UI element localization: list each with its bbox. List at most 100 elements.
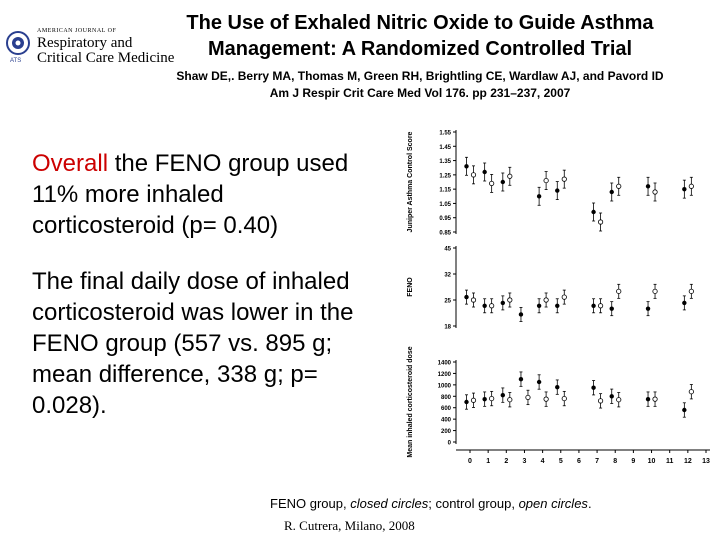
control-point [652,288,658,294]
logo-small-text: AMERICAN JOURNAL OF [37,28,117,34]
y-tick-label: 800 [441,395,452,401]
y-tick-label: 45 [444,247,451,253]
y-tick-label: 1.45 [439,145,451,151]
control-point [616,397,622,403]
y-axis-label: FENO [407,277,414,297]
x-tick-label: 12 [684,458,692,465]
feno-point [500,300,506,306]
control-point [652,396,658,402]
x-tick-label: 8 [613,458,617,465]
feno-point [555,188,560,193]
feno-point [645,184,651,189]
y-tick-label: 600 [441,406,452,412]
y-tick-label: 25 [444,299,451,305]
control-point [470,397,477,403]
x-tick-label: 13 [702,458,710,465]
feno-point [591,385,596,390]
control-point [652,189,658,195]
feno-point [482,303,487,308]
caption-closed: closed circles [350,496,429,511]
feno-point [555,303,560,308]
y-tick-label: 1400 [438,361,452,367]
control-point [543,396,549,402]
figure-caption: FENO group, closed circles; control grou… [270,496,592,511]
authors: Shaw DE,. Berry MA, Thomas M, Green RH, … [176,69,664,83]
x-tick-label: 9 [631,458,635,465]
y-axis-label: Juniper Asthma Control Score [407,131,414,232]
feno-point [536,194,542,199]
feno-point [609,189,614,195]
control-point [561,395,567,402]
x-tick-label: 7 [595,458,599,465]
feno-point [518,312,524,317]
feno-point [500,179,506,185]
ats-label-icon: ATS [10,58,21,64]
control-point [525,394,531,401]
x-tick-label: 5 [559,458,563,465]
control-point [561,294,567,300]
highlight-word: Overall [32,150,109,177]
y-tick-label: 1.55 [439,131,451,137]
x-tick-label: 6 [577,458,581,465]
control-point [507,297,513,303]
svg-text:ATS: ATS [10,58,21,64]
y-tick-label: 400 [441,418,452,424]
control-point [688,288,694,294]
feno-point [645,396,651,402]
logo-line-1: Respiratory and [37,35,133,51]
control-point [489,180,495,187]
control-point [507,173,513,179]
control-point [597,219,604,225]
control-point [507,397,513,403]
control-point [543,297,549,303]
feno-point [464,294,469,300]
y-tick-label: 1.25 [439,173,451,179]
title-line-2: Management: A Randomized Controlled Tria… [207,38,633,60]
feno-point [464,399,469,405]
paragraph-overall: Overall the FENO group used 11% more inh… [32,148,372,241]
y-axis-label: Mean inhaled corticosteroid dose [407,346,414,457]
control-point [489,303,495,309]
feno-point [518,376,524,382]
journal-logo: ATS AMERICAN JOURNAL OF Respiratory and … [4,28,174,68]
x-tick-label: 0 [468,458,472,465]
ats-seal-icon [6,31,30,55]
caption-open: open circles [518,496,588,511]
feno-point [555,384,560,390]
control-point [470,172,477,178]
feno-point [609,306,614,311]
y-tick-label: 1.35 [439,159,451,165]
feno-point [591,303,596,308]
paragraph-final-dose: The final daily dose of inhaled corticos… [32,268,354,419]
slide-credit: R. Cutrera, Milano, 2008 [284,518,415,533]
x-tick-label: 10 [648,458,656,465]
feno-point [536,379,542,385]
feno-point [682,407,687,413]
caption-suffix: . [587,496,592,511]
feno-point [591,209,596,215]
control-point [489,395,495,402]
feno-point [482,396,487,402]
y-tick-label: 32 [444,273,451,279]
caption-middle: ; control group, [428,496,519,511]
feno-point [482,169,487,175]
feno-point [536,303,542,308]
y-tick-label: 0.85 [439,231,451,237]
control-point [470,297,477,303]
authors-block: Shaw DE,. Berry MA, Thomas M, Green RH, … [120,68,720,102]
paragraph-overall-text: the FENO group used 11% more inhaled cor… [32,150,349,239]
feno-point [464,164,469,169]
control-point [616,288,622,294]
y-tick-label: 0.95 [439,216,451,222]
feno-point [682,186,687,192]
slide-title: The Use of Exhaled Nitric Oxide to Guide… [140,10,700,62]
citation: Am J Respir Crit Care Med Vol 176. pp 23… [269,86,571,100]
logo-line-2: Critical Care Medicine [37,50,175,66]
x-tick-label: 2 [504,458,508,465]
title-line-1: The Use of Exhaled Nitric Oxide to Guide… [186,12,654,34]
x-tick-label: 3 [523,458,527,465]
y-tick-label: 200 [441,429,452,435]
y-tick-label: 1.15 [439,188,451,194]
y-tick-label: 1000 [438,383,452,389]
y-tick-label: 0 [448,441,452,447]
